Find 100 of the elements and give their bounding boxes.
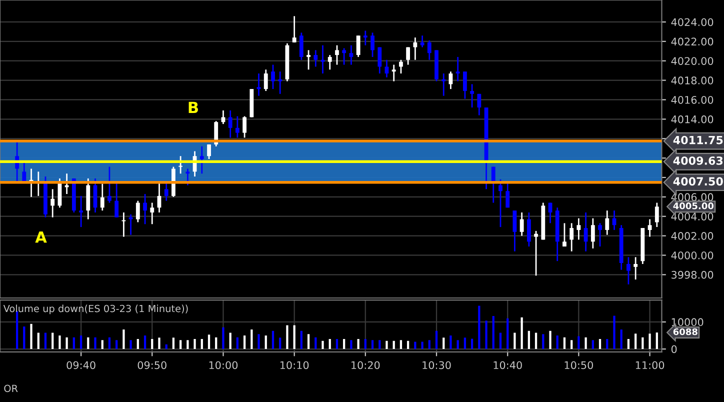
bar: [584, 337, 587, 350]
candlestick: [292, 15, 296, 44]
candlestick: [406, 46, 410, 66]
candlestick: [349, 44, 354, 66]
bar: [101, 340, 104, 350]
bar: [406, 340, 410, 350]
candlestick: [128, 214, 133, 236]
candlestick: [520, 212, 524, 236]
y-tick-label: 4016.00: [671, 96, 714, 104]
bar: [578, 336, 580, 350]
candlestick: [384, 59, 389, 78]
candlestick: [648, 218, 652, 238]
bar: [122, 330, 125, 350]
bar: [456, 340, 459, 350]
bar: [435, 330, 438, 350]
bar: [130, 340, 132, 350]
bar: [144, 335, 146, 350]
candlestick: [328, 54, 332, 70]
x-tick-label: 09:50: [138, 361, 166, 370]
bar: [648, 334, 651, 350]
bar: [386, 340, 388, 350]
bar: [634, 334, 637, 350]
bar: [194, 338, 196, 350]
y-tick-label: 3998.00: [672, 270, 714, 279]
bar: [72, 337, 75, 350]
bar: [80, 335, 82, 350]
y-tick-label: 4002.00: [671, 232, 714, 240]
bar: [165, 344, 168, 350]
candlestick: [413, 36, 418, 61]
bar: [499, 332, 502, 350]
y-tick-label: 4006.00: [671, 193, 714, 202]
candlestick: [598, 222, 602, 248]
bar: [215, 337, 218, 350]
bar: [442, 338, 445, 350]
bar: [300, 330, 302, 350]
bar: [598, 338, 602, 350]
candlestick: [470, 83, 474, 108]
candlestick: [256, 72, 261, 97]
bar: [478, 306, 480, 350]
bar: [642, 337, 644, 350]
bar: [243, 335, 246, 350]
bar: [286, 325, 288, 350]
x-tick-label: 10:00: [209, 361, 238, 370]
ref-line-label: 4009.63: [673, 156, 723, 165]
bar: [30, 324, 32, 350]
bar: [371, 340, 374, 350]
y-tick-label: 4000.00: [671, 251, 714, 260]
candlestick: [463, 70, 467, 100]
candlestick: [562, 222, 566, 248]
bar: [392, 340, 395, 350]
candlestick: [498, 178, 502, 228]
candlestick: [143, 193, 147, 225]
candlestick: [427, 40, 432, 61]
bar: [58, 335, 61, 350]
bar: [570, 340, 573, 350]
x-tick-label: 11:00: [636, 361, 664, 370]
annotation: 4005.00: [673, 202, 714, 210]
bar: [172, 338, 175, 350]
candlestick: [526, 212, 531, 248]
bar: [66, 337, 68, 350]
bar: [534, 332, 538, 350]
bar: [116, 340, 118, 350]
candlestick: [378, 46, 382, 74]
candlestick: [363, 30, 368, 46]
bar: [421, 342, 424, 350]
candlestick: [370, 32, 374, 58]
bar: [264, 335, 267, 350]
annotation: A: [35, 231, 47, 243]
bar: [414, 342, 416, 350]
bar: [94, 337, 96, 350]
bar: [328, 338, 331, 350]
bar: [378, 340, 381, 350]
candlestick: [79, 195, 84, 228]
bar: [485, 320, 488, 350]
y-tick-label: 4024.00: [671, 18, 714, 26]
bar: [470, 338, 474, 350]
bar: [37, 332, 40, 350]
candlestick: [634, 256, 638, 280]
bar: [528, 330, 530, 350]
y-tick-label: 4004.00: [671, 212, 714, 220]
bar: [16, 311, 18, 350]
candlestick: [306, 49, 310, 70]
chart-title: Volume up down(ES 03-23 (1 Minute)): [3, 304, 188, 314]
bar: [258, 334, 260, 350]
x-tick-label: 10:40: [494, 361, 522, 370]
x-tick-label: 10:50: [564, 361, 593, 370]
candlestick: [314, 49, 318, 68]
bar: [322, 340, 324, 350]
y-tick-label: 0: [671, 345, 677, 354]
candlestick: [200, 146, 204, 174]
ref-line-label: 4007.50: [673, 177, 723, 186]
bar: [620, 330, 622, 350]
y-tick-label: 4014.00: [671, 115, 714, 124]
bar: [151, 338, 154, 350]
candlestick: [590, 218, 595, 250]
bar: [108, 337, 111, 350]
candlestick: [221, 110, 226, 125]
candlestick: [164, 182, 168, 202]
bar: [556, 335, 558, 350]
candlestick: [264, 68, 268, 92]
